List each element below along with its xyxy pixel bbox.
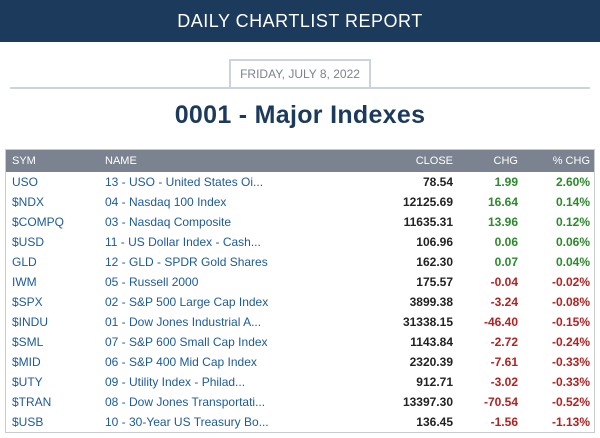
change-value: 13.96: [487, 215, 518, 229]
name-link[interactable]: 03 - Nasdaq Composite: [105, 215, 232, 229]
chartlist-title: 0001 - Major Indexes: [174, 101, 426, 129]
table-row[interactable]: $TRAN 08 - Dow Jones Transportati... 13397…: [6, 392, 594, 412]
close-value: 13397.30: [402, 395, 453, 409]
divider: [10, 87, 590, 89]
percent-change-value: -1.13%: [551, 415, 590, 429]
symbol-link[interactable]: $SML: [12, 335, 44, 349]
col-header-sym[interactable]: SYM: [12, 155, 36, 167]
change-value: -3.02: [490, 375, 518, 389]
table-row[interactable]: GLD 12 - GLD - SPDR Gold Shares 162.30 0.07…: [6, 252, 594, 272]
close-value: 136.45: [416, 415, 453, 429]
close-value: 1143.84: [410, 335, 453, 349]
close-value: 3899.38: [409, 295, 453, 309]
percent-change-value: 2.60%: [555, 175, 590, 189]
symbol-link[interactable]: $SPX: [12, 295, 43, 309]
table-body: USO 13 - USO - United States Oi... 78.54 1.…: [6, 172, 594, 432]
name-link[interactable]: 10 - 30-Year US Treasury Bo...: [105, 415, 269, 429]
table-row[interactable]: IWM 05 - Russell 2000 175.57 -0.04 -0.02%: [6, 272, 594, 292]
report-date: FRIDAY, JULY 8, 2022: [229, 59, 371, 87]
symbol-link[interactable]: $COMPQ: [12, 215, 65, 229]
col-header-close[interactable]: CLOSE: [415, 155, 453, 167]
close-value: 175.57: [416, 275, 453, 289]
close-value: 2320.39: [409, 355, 453, 369]
table-row[interactable]: $USB 10 - 30-Year US Treasury Bo... 136.45…: [6, 412, 594, 432]
name-link[interactable]: 04 - Nasdaq 100 Index: [105, 195, 227, 209]
percent-change-value: -0.52%: [551, 395, 590, 409]
close-value: 78.54: [422, 175, 453, 189]
percent-change-value: 0.14%: [555, 195, 590, 209]
col-header-pct-chg[interactable]: % CHG: [552, 155, 590, 167]
percent-change-value: 0.06%: [555, 235, 590, 249]
col-header-chg[interactable]: CHG: [493, 155, 518, 167]
percent-change-value: -0.33%: [551, 375, 590, 389]
symbol-link[interactable]: $UTY: [12, 375, 43, 389]
symbol-link[interactable]: $USB: [12, 415, 44, 429]
table-row[interactable]: $NDX 04 - Nasdaq 100 Index 12125.69 16.64 0.…: [6, 192, 594, 212]
close-value: 11635.31: [403, 215, 453, 229]
name-link[interactable]: 11 - US Dollar Index - Cash...: [105, 235, 261, 249]
indexes-table: SYM NAME CLOSE CHG % CHG USO 13 - USO - U…: [5, 149, 595, 433]
percent-change-value: -0.02%: [551, 275, 590, 289]
change-value: 0.07: [494, 255, 518, 269]
change-value: -7.61: [490, 355, 518, 369]
change-value: -3.24: [490, 295, 518, 309]
symbol-link[interactable]: $MID: [12, 355, 41, 369]
table-row[interactable]: $UTY 09 - Utility Index - Philad... 912.71…: [6, 372, 594, 392]
change-value: -70.54: [483, 395, 518, 409]
symbol-link[interactable]: IWM: [12, 275, 37, 289]
table-row[interactable]: $SPX 02 - S&P 500 Large Cap Index 3899.38 -…: [6, 292, 594, 312]
name-link[interactable]: 12 - GLD - SPDR Gold Shares: [105, 255, 268, 269]
table-row[interactable]: $SML 07 - S&P 600 Small Cap Index 1143.84 -…: [6, 332, 594, 352]
table-row[interactable]: $INDU 01 - Dow Jones Industrial A... 31338…: [6, 312, 594, 332]
percent-change-value: -0.33%: [551, 355, 590, 369]
report-header-title: DAILY CHARTLIST REPORT: [177, 10, 423, 31]
col-header-name[interactable]: NAME: [105, 155, 137, 167]
close-value: 162.30: [416, 255, 453, 269]
symbol-link[interactable]: $TRAN: [12, 395, 52, 409]
close-value: 912.71: [416, 375, 453, 389]
name-link[interactable]: 05 - Russell 2000: [105, 275, 199, 289]
change-value: -46.40: [483, 315, 518, 329]
close-value: 106.96: [416, 235, 453, 249]
change-value: 0.06: [494, 235, 518, 249]
percent-change-value: -0.15%: [551, 315, 590, 329]
change-value: -2.72: [490, 335, 518, 349]
percent-change-value: -0.08%: [551, 295, 590, 309]
name-link[interactable]: 01 - Dow Jones Industrial A...: [105, 315, 262, 329]
percent-change-value: -0.24%: [551, 335, 590, 349]
change-value: -1.56: [490, 415, 518, 429]
symbol-link[interactable]: $USD: [12, 235, 45, 249]
table-row[interactable]: $USD 11 - US Dollar Index - Cash... 106.96…: [6, 232, 594, 252]
percent-change-value: 0.04%: [555, 255, 590, 269]
symbol-link[interactable]: GLD: [12, 255, 37, 269]
table-row[interactable]: USO 13 - USO - United States Oi... 78.54 1.…: [6, 172, 594, 192]
report-header: DAILY CHARTLIST REPORT: [0, 0, 600, 42]
name-link[interactable]: 09 - Utility Index - Philad...: [105, 375, 246, 389]
table-row[interactable]: $COMPQ 03 - Nasdaq Composite 11635.31 13.96…: [6, 212, 594, 232]
name-link[interactable]: 07 - S&P 600 Small Cap Index: [105, 335, 268, 349]
change-value: 16.64: [487, 195, 518, 209]
symbol-link[interactable]: $NDX: [12, 195, 45, 209]
name-link[interactable]: 06 - S&P 400 Mid Cap Index: [105, 355, 257, 369]
name-link[interactable]: 08 - Dow Jones Transportati...: [105, 395, 266, 409]
change-value: 1.99: [494, 175, 518, 189]
close-value: 31338.15: [402, 315, 453, 329]
symbol-link[interactable]: $INDU: [12, 315, 49, 329]
table-header: SYM NAME CLOSE CHG % CHG: [6, 150, 594, 172]
name-link[interactable]: 02 - S&P 500 Large Cap Index: [105, 295, 269, 309]
date-section: FRIDAY, JULY 8, 2022: [0, 42, 600, 89]
symbol-link[interactable]: USO: [12, 175, 39, 189]
close-value: 12125.69: [402, 195, 453, 209]
percent-change-value: 0.12%: [555, 215, 590, 229]
table-row[interactable]: $MID 06 - S&P 400 Mid Cap Index 2320.39 -7.…: [6, 352, 594, 372]
change-value: -0.04: [490, 275, 518, 289]
name-link[interactable]: 13 - USO - United States Oi...: [105, 175, 264, 189]
